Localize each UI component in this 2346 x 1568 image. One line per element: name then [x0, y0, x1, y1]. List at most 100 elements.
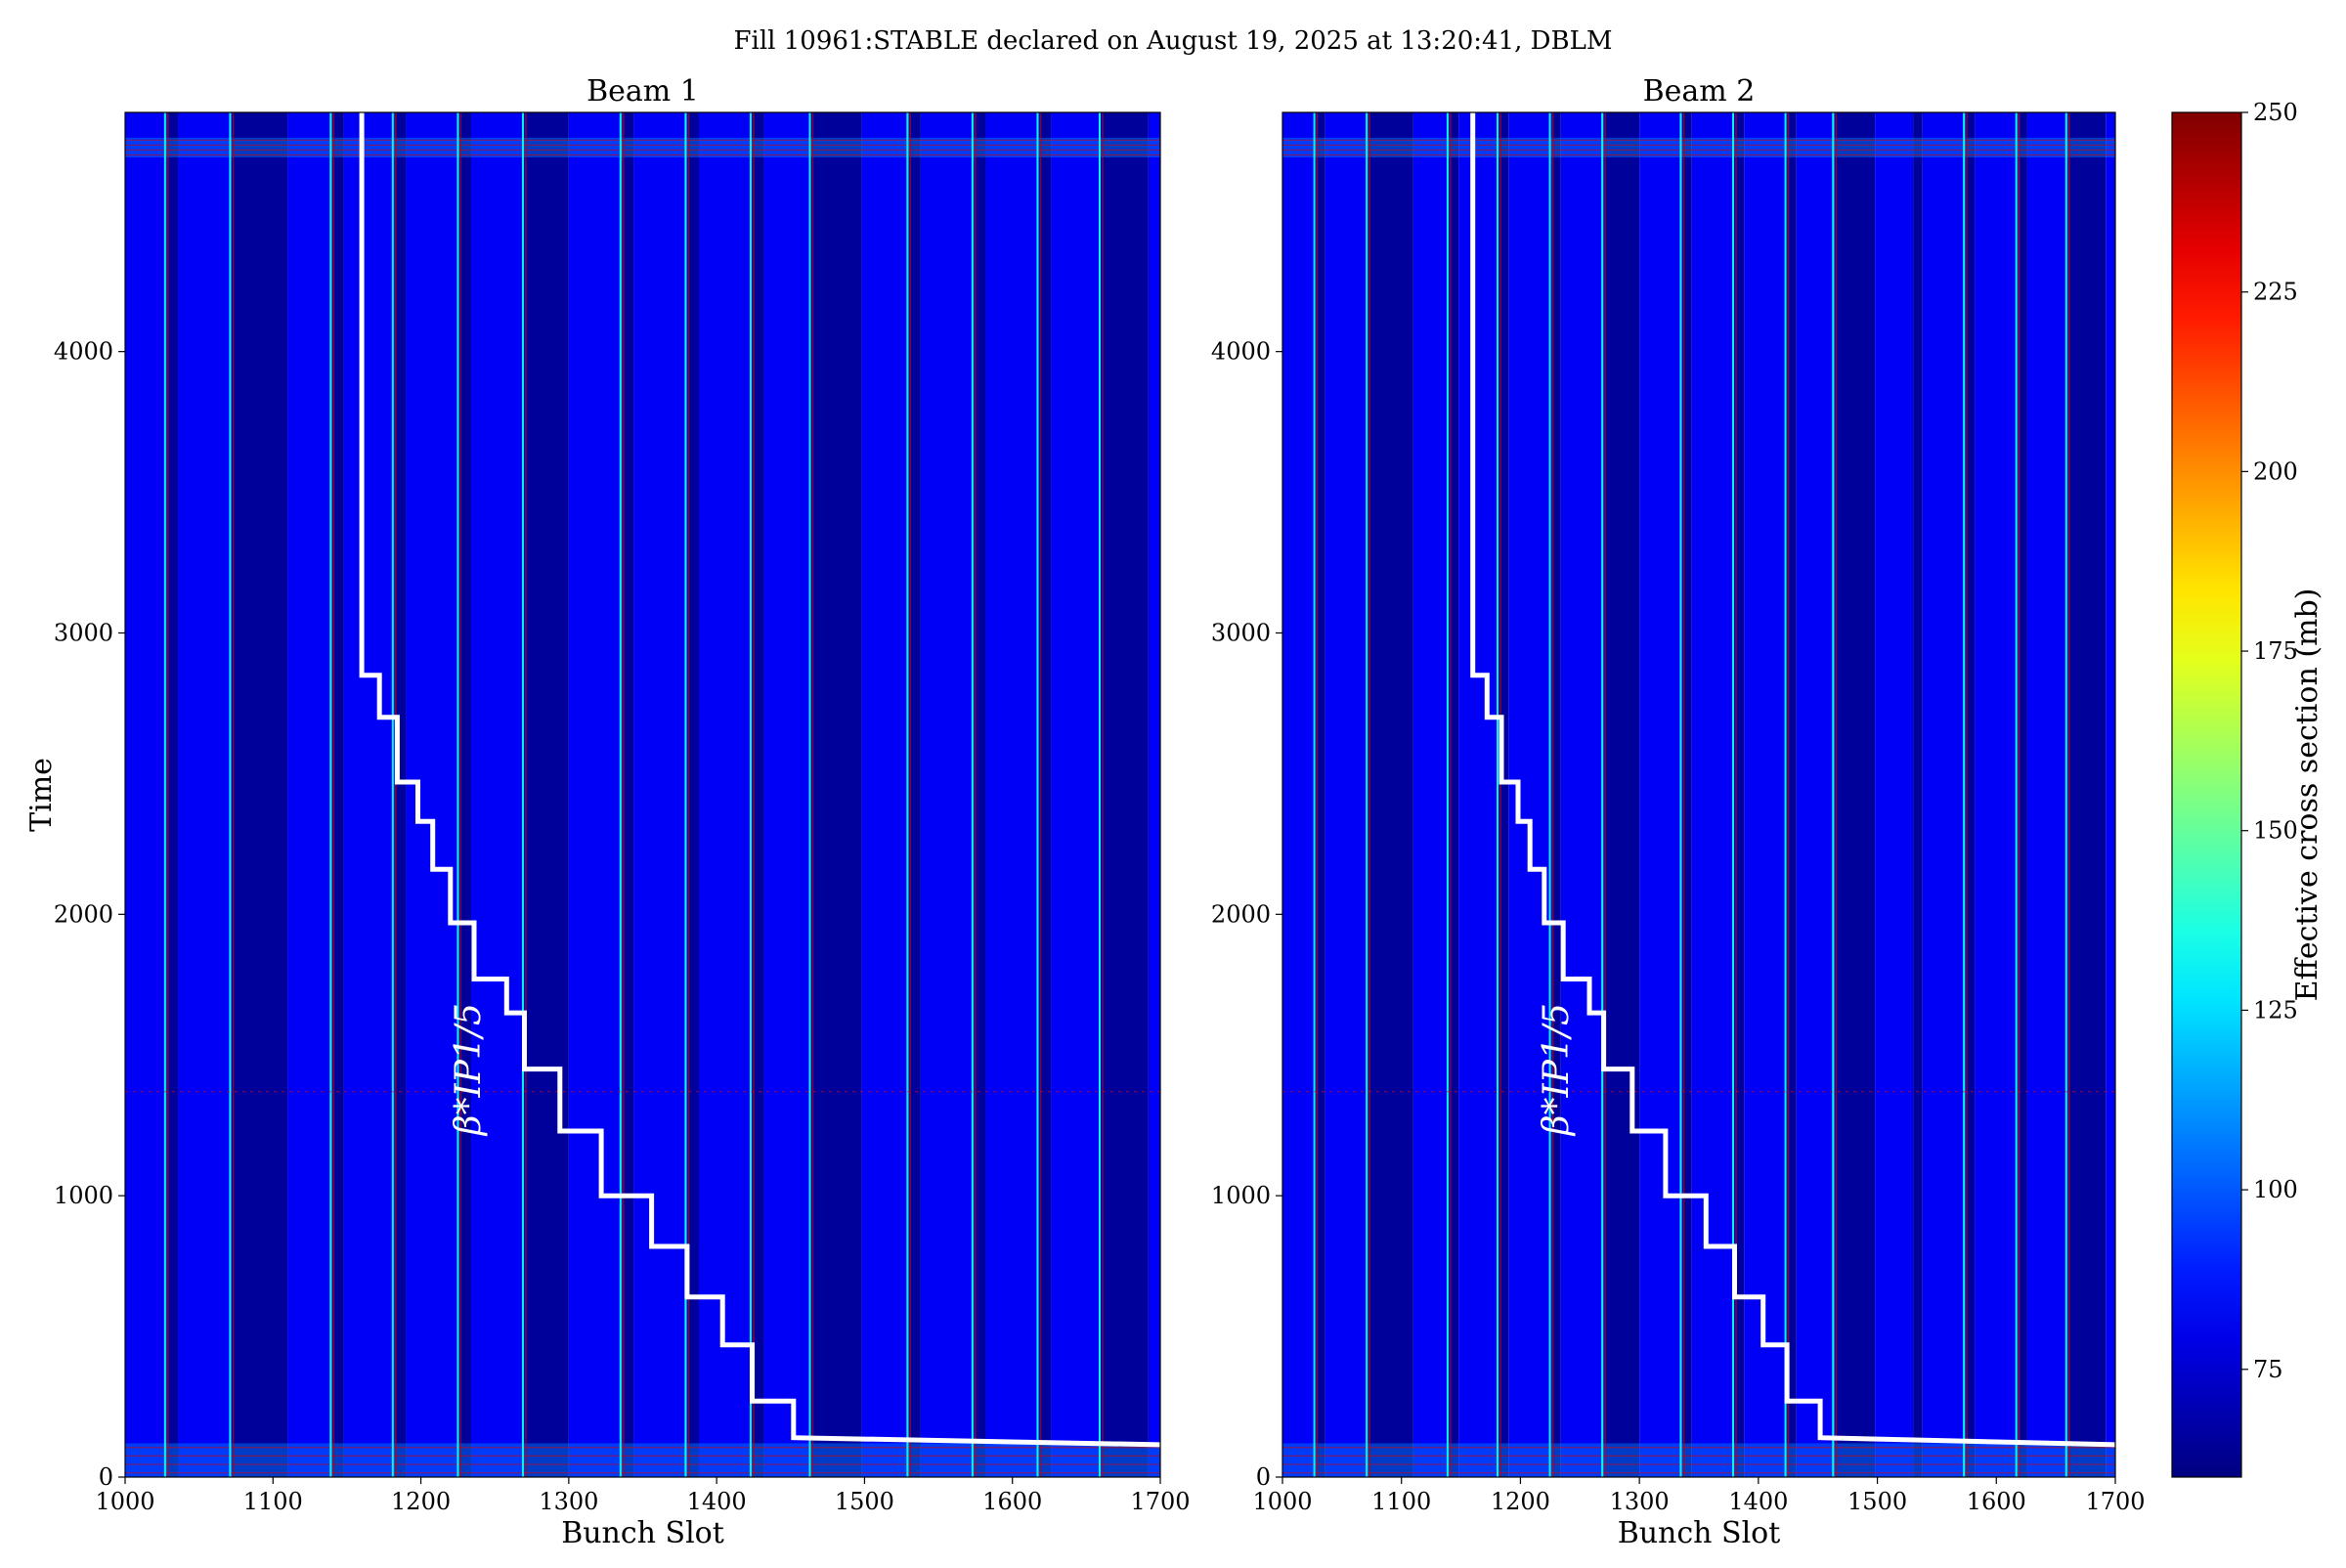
heatmap-stripe [1922, 112, 1966, 1477]
heatmap-stripe [1681, 112, 1692, 1477]
heatmap-stripe [1368, 112, 1413, 1477]
colorbar-bar [2171, 111, 2242, 1478]
x-tick-label: 1300 [539, 1488, 598, 1515]
y-axis-label: Time [24, 758, 59, 832]
bright-time-band [1282, 1443, 2115, 1477]
heatmap-stripe [1639, 112, 1682, 1477]
x-tick-label: 1700 [2085, 1488, 2145, 1515]
heatmap-stripe [920, 112, 975, 1477]
beta-star-step-line [359, 112, 1160, 1448]
x-tick-label: 1100 [243, 1488, 303, 1515]
y-tick-label: 0 [99, 1463, 113, 1491]
x-tick-label: 1000 [1252, 1488, 1312, 1515]
bright-time-band [125, 137, 1160, 158]
heatmap-stripe [166, 112, 179, 1477]
heatmap-stripe [1458, 112, 1499, 1477]
heatmap [125, 112, 1160, 1477]
heatmap-stripe [1051, 112, 1102, 1477]
heatmap-stripe [974, 112, 986, 1477]
heatmap-stripe [622, 112, 634, 1477]
heatmap-stripe [1796, 112, 1835, 1477]
heatmap-stripe [1834, 112, 1876, 1477]
x-tick-label: 1400 [687, 1488, 747, 1515]
heatmap-stripe [861, 112, 909, 1477]
figure-title: Fill 10961:STABLE declared on August 19,… [733, 26, 1612, 56]
heatmap-stripe [231, 112, 288, 1477]
heatmap-stripe [1691, 112, 1735, 1477]
heatmap-stripe [394, 112, 407, 1477]
colorbar-tick-label: 200 [2253, 457, 2298, 485]
heatmap-stripe [1560, 112, 1604, 1477]
colorbar-tick-label: 100 [2253, 1176, 2298, 1203]
x-axis-label: Bunch Slot [561, 1516, 724, 1550]
heatmap-stripe [1316, 112, 1325, 1477]
colorbar-tick-label: 175 [2253, 637, 2298, 665]
heatmap-stripe [471, 112, 525, 1477]
heatmap-stripe [1325, 112, 1368, 1477]
heatmap-stripe [810, 112, 862, 1477]
y-tick-label: 4000 [54, 338, 113, 366]
heatmap-stripe [343, 112, 395, 1477]
heatmap-stripe [752, 112, 764, 1477]
x-tick-label: 1600 [982, 1488, 1042, 1515]
beta-star-label: β*IP1/5 [449, 1003, 489, 1137]
heatmap-stripe [698, 112, 753, 1477]
heatmap-stripe [633, 112, 687, 1477]
y-tick-label: 4000 [1211, 338, 1271, 366]
heatmap-stripe [1875, 112, 1914, 1477]
heatmap-stripe [287, 112, 332, 1477]
heatmap-stripe [1148, 112, 1160, 1477]
heatmap-stripe [1734, 112, 1745, 1477]
colorbar-tick-label: 150 [2253, 817, 2298, 845]
x-tick-label: 1600 [1967, 1488, 2026, 1515]
heatmap-stripe [1282, 112, 1317, 1477]
heatmap-stripe [1412, 112, 1450, 1477]
panel-1: β*IP1/5 Beam 1 1000 1100 1200 1300 1400 1500 160… [24, 74, 1191, 1550]
x-axis-label: Bunch Slot [1618, 1516, 1781, 1550]
beta-star-step-line [1470, 112, 2115, 1448]
panel-frame [1282, 111, 2116, 1478]
x-tick-label: 1300 [1610, 1488, 1670, 1515]
heatmap-stripe [458, 112, 472, 1477]
heatmap-stripe [686, 112, 699, 1477]
y-tick-label: 1000 [1211, 1182, 1271, 1209]
heatmap-stripe [568, 112, 623, 1477]
heatmap-stripe [1449, 112, 1459, 1477]
heatmap-stripe [2026, 112, 2068, 1477]
colorbar-tick-label: 125 [2253, 996, 2298, 1024]
x-tick-label: 1500 [1847, 1488, 1907, 1515]
x-tick-label: 1700 [1130, 1488, 1190, 1515]
heatmap-stripe [1975, 112, 2019, 1477]
panels-group: β*IP1/5 Beam 1 1000 1100 1200 1300 1400 1500 160… [24, 74, 2146, 1550]
colorbar-tick-label: 250 [2253, 99, 2298, 126]
beta-star-label: β*IP1/5 [1537, 1003, 1577, 1137]
x-tick-label: 1100 [1371, 1488, 1431, 1515]
panel-title: Beam 1 [586, 74, 699, 109]
heatmap-stripe [2018, 112, 2027, 1477]
heatmap-stripe [1499, 112, 1509, 1477]
x-tick-label: 1500 [835, 1488, 894, 1515]
heatmap-stripe [1101, 112, 1149, 1477]
heatmap [1282, 112, 2115, 1477]
colorbar-tick-label: 75 [2253, 1356, 2283, 1383]
heatmap-stripe [125, 112, 167, 1477]
heatmap-stripe [406, 112, 459, 1477]
y-tick-label: 2000 [54, 900, 113, 928]
heatmap-stripe [763, 112, 811, 1477]
x-tick-label: 1200 [391, 1488, 451, 1515]
panel-title: Beam 2 [1643, 74, 1756, 109]
y-tick-label: 3000 [1211, 619, 1271, 646]
y-tick-label: 3000 [54, 619, 113, 646]
x-tick-label: 1200 [1491, 1488, 1550, 1515]
heatmap-stripe [985, 112, 1039, 1477]
x-tick-label: 1400 [1728, 1488, 1788, 1515]
heatmap-stripe [1913, 112, 1923, 1477]
y-tick-label: 2000 [1211, 900, 1271, 928]
heatmap-stripe [2067, 112, 2107, 1477]
colorbar-tick-label: 225 [2253, 279, 2298, 306]
bright-time-band [1282, 137, 2115, 158]
panel-frame [124, 111, 1161, 1478]
heatmap-stripe [1965, 112, 1976, 1477]
